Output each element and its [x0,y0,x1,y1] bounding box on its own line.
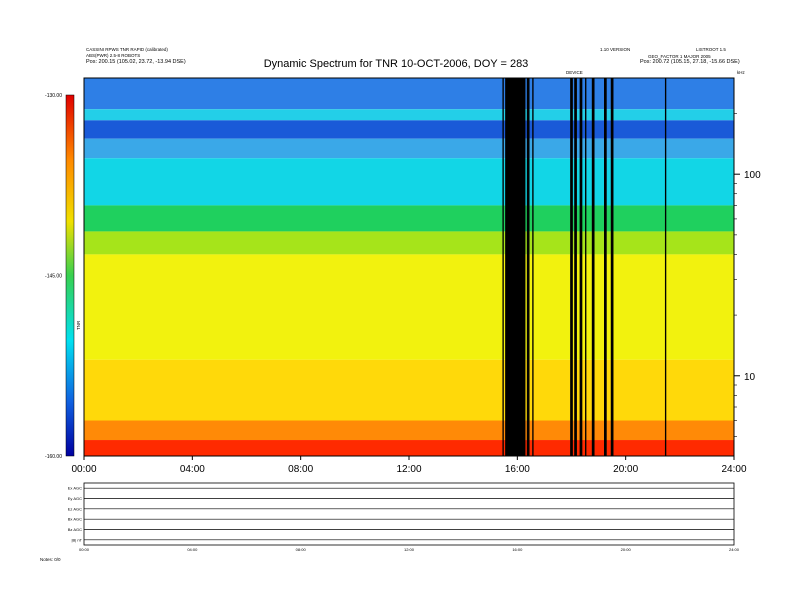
data-gap-3 [532,78,534,456]
lower-x-tick-label-5: 20:00 [621,547,632,552]
data-gap-6 [579,78,583,456]
lower-channel-label-5: |B| nT [71,537,82,542]
header-left-line3: Pos: 200.15 (105.02, 23.72, -13.94 DSE) [86,59,186,65]
lower-panel: Ex AGC Ey AGC Ez AGC Bx AGC Bz AGC |B| nT 00:0… [68,482,740,552]
spectral-band-1 [84,109,734,121]
x-tick-label-1: 04:00 [180,464,205,475]
marker-label: DEVICE [566,70,583,75]
spectral-band-9 [84,420,734,441]
lower-x-tick-label-0: 00:00 [79,547,90,552]
data-gap-11 [664,78,667,456]
x-tick-label-2: 08:00 [288,464,313,475]
header-right-line2: LISTROOT 1.5 [696,47,726,52]
lower-x-tick-label-4: 16:00 [512,547,523,552]
chart-title: Dynamic Spectrum for TNR 10-OCT-2006, DO… [263,58,529,70]
lower-channel-label-1: Ey AGC [68,496,82,501]
spectral-band-6 [84,231,734,255]
lower-footer: Notes: 0/0 [40,557,61,562]
x-tick-label-3: 12:00 [396,464,421,475]
data-gap-2 [526,78,530,456]
header-right-line4: Pos: 200.72 (105.15, 27.18, -15.66 DSE) [640,59,740,65]
y-unit-label: kHz [737,70,745,75]
data-gap-5 [574,78,577,456]
header-left-line1: CASSINI RPWS TNR RAPID (calibrated) [86,47,168,52]
spectral-band-4 [84,158,734,206]
lower-frame [83,482,735,546]
data-gap-10 [610,78,614,456]
data-gap-9 [604,78,607,456]
colorbar-tick-label-1: -145.00 [45,274,62,280]
header-right-line3: GEO_FACTOR 1 MAJOR 2005 [648,54,711,59]
colorbar-label: TNR [76,320,81,330]
x-tick-label-0: 00:00 [71,464,96,475]
x-tick-label-4: 16:00 [505,464,530,475]
data-gaps [502,78,667,456]
spectral-band-2 [84,120,734,139]
spectral-band-3 [84,138,734,159]
lower-channel-label-3: Bx AGC [68,517,82,522]
x-tick-label-5: 20:00 [613,464,638,475]
data-gap-7 [585,78,587,456]
x-tick-label-6: 24:00 [721,464,746,475]
data-gap-8 [591,78,595,456]
y-tick-label-1: 10 [744,372,756,383]
header-left-line2: ABS(PWR) 2.5-8 ROBOTS [86,53,141,58]
lower-channel-label-0: Ex AGC [68,486,82,491]
y-tick-label-0: 100 [744,170,761,181]
header-right-line1: 1.10 VERSION [600,47,631,52]
lower-x-tick-label-1: 04:00 [187,547,198,552]
lower-x-tick-label-2: 08:00 [296,547,307,552]
colorbar-tick-label-2: -160.00 [45,454,62,460]
spectral-bands [84,78,734,456]
lower-x-tick-label-6: 24:00 [729,547,740,552]
lower-channel-label-2: Ez AGC [68,506,82,511]
colorbar [65,94,75,457]
spectral-band-7 [84,254,734,360]
data-gap-4 [570,78,573,456]
lower-channel-label-4: Bz AGC [68,527,82,532]
spectral-band-5 [84,205,734,232]
spectral-band-8 [84,359,734,421]
spectral-band-0 [84,78,734,110]
lower-x-tick-label-3: 12:00 [404,547,415,552]
data-gap-1 [505,78,526,456]
spectral-band-10 [84,440,734,456]
colorbar-tick-label-0: -130.00 [45,93,62,99]
data-gap-0 [502,78,504,456]
